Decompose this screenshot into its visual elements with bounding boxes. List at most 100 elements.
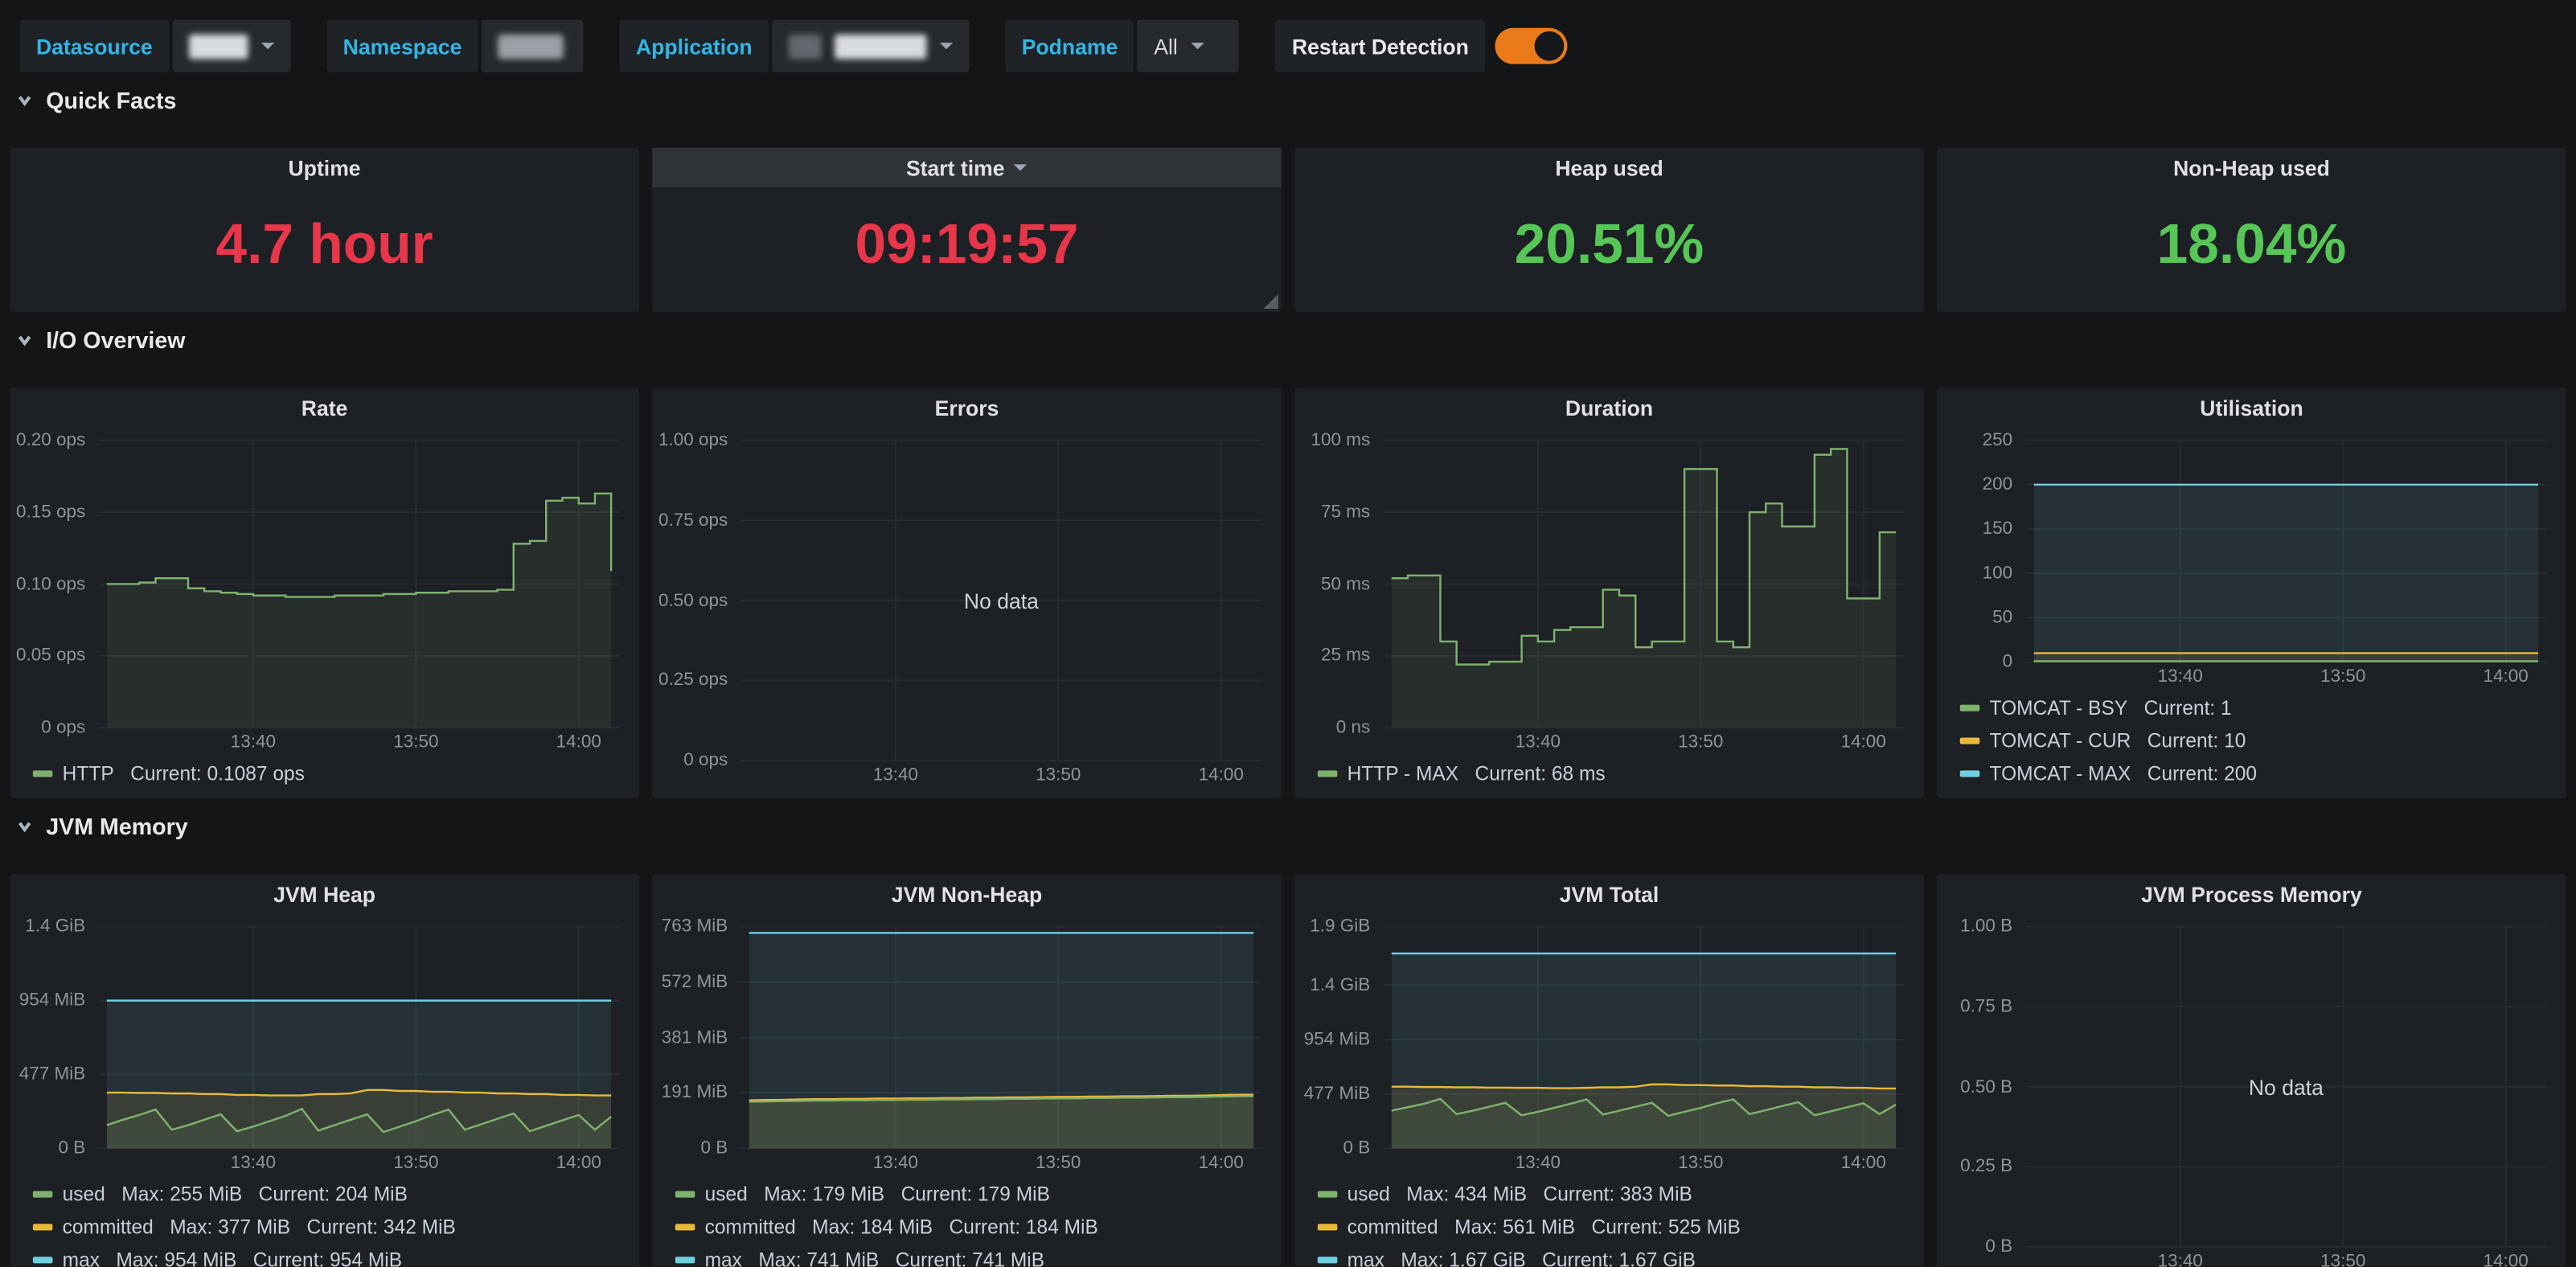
series-color-swatch <box>1959 704 1980 711</box>
chevron-down-icon <box>16 332 32 348</box>
legend-item[interactable]: TOMCAT - BSY Current: 1 <box>1959 691 2248 724</box>
section-title: Quick Facts <box>46 87 177 113</box>
x-axis-label: 13:50 <box>1036 1153 1081 1173</box>
panel-heap-used-header[interactable]: Heap used <box>1294 148 1924 187</box>
panel-jvm-total-header[interactable]: JVM Total <box>1294 874 1924 913</box>
panel-start-time-header[interactable]: Start time <box>652 147 1282 187</box>
jvm-total-chart[interactable]: 0 B 477 MiB 954 MiB 1.4 GiB 1.9 GiB 13:40 13:5… <box>1294 913 1924 1178</box>
filter-namespace-label: Namespace <box>326 19 478 72</box>
panel-body: 0 ops 0.25 ops 0.50 ops 0.75 ops 1.00 ops 13:… <box>652 427 1282 798</box>
restart-detection-toggle[interactable] <box>1495 27 1568 64</box>
series-color-swatch <box>1317 1191 1338 1198</box>
jvm-heap-legend: used Max: 255 MiB Current: 204 MiB committe… <box>10 1178 639 1266</box>
legend-item[interactable]: committed Max: 561 MiB Current: 525 MiB <box>1317 1211 1757 1244</box>
legend-item[interactable]: used Max: 434 MiB Current: 383 MiB <box>1317 1178 1709 1211</box>
panel-title-text: Duration <box>1565 395 1654 420</box>
panel-uptime: Uptime 4.7 hour <box>10 147 639 313</box>
jvm-process-memory-chart[interactable]: 0 B 0.25 B 0.50 B 0.75 B 1.00 B 13:40 13:50 14:… <box>1937 913 2566 1266</box>
panel-non-heap-used-header[interactable]: Non-Heap used <box>1937 148 2566 187</box>
panel-jvm-non-heap-header[interactable]: JVM Non-Heap <box>652 874 1282 913</box>
toggle-knob <box>1534 31 1565 61</box>
x-axis-label: 13:50 <box>1678 1153 1724 1173</box>
section-io-overview[interactable]: I/O Overview <box>0 312 2576 367</box>
y-axis-label: 100 ms <box>1311 430 1371 450</box>
legend-item[interactable]: TOMCAT - MAX Current: 200 <box>1959 757 2274 790</box>
series-color-swatch <box>32 1191 53 1198</box>
series-stat: Max: 561 MiB <box>1454 1216 1576 1239</box>
restart-detection-control: Restart Detection <box>1275 19 1573 72</box>
panel-uptime-header[interactable]: Uptime <box>10 148 639 187</box>
series-stat: Current: 10 <box>2147 729 2246 752</box>
errors-legend <box>652 790 1282 798</box>
filter-podname-dropdown[interactable]: All <box>1137 19 1240 72</box>
legend-item[interactable]: HTTP - MAX Current: 68 ms <box>1317 757 1622 790</box>
rate-chart[interactable]: 0 ops 0.05 ops 0.10 ops 0.15 ops 0.20 ops 13:… <box>10 427 639 757</box>
section-quick-facts[interactable]: Quick Facts <box>0 72 2576 128</box>
y-axis-label: 200 <box>1982 474 2013 495</box>
x-axis-label: 13:50 <box>2320 1252 2366 1267</box>
legend-item[interactable]: TOMCAT - CUR Current: 10 <box>1959 724 2262 757</box>
panel-errors-header[interactable]: Errors <box>652 387 1282 427</box>
series-stat: Current: 741 MiB <box>895 1248 1045 1267</box>
series-color-swatch <box>32 1257 53 1264</box>
filter-namespace-dropdown[interactable] <box>481 19 584 72</box>
panel-title-text: JVM Non-Heap <box>891 881 1043 906</box>
legend-item[interactable]: used Max: 255 MiB Current: 204 MiB <box>32 1178 425 1211</box>
y-axis-label: 763 MiB <box>661 916 728 937</box>
series-stat: Max: 255 MiB <box>121 1183 243 1206</box>
legend-item[interactable]: HTTP Current: 0.1087 ops <box>32 757 321 790</box>
series-color-swatch <box>1317 770 1338 777</box>
panel-utilisation-header[interactable]: Utilisation <box>1937 387 2566 427</box>
series-stat: Current: 525 MiB <box>1591 1216 1741 1239</box>
errors-chart[interactable]: 0 ops 0.25 ops 0.50 ops 0.75 ops 1.00 ops 13:… <box>652 427 1282 790</box>
y-axis-label: 0 B <box>58 1138 86 1158</box>
jvm-heap-chart[interactable]: 0 B 477 MiB 954 MiB 1.4 GiB 13:40 13:50 14:00 <box>10 913 639 1178</box>
duration-chart[interactable]: 0 ns 25 ms 50 ms 75 ms 100 ms 13:40 13:50 14:00 <box>1294 427 1924 757</box>
legend-item[interactable]: committed Max: 184 MiB Current: 184 MiB <box>675 1211 1114 1244</box>
y-axis-label: 0 ops <box>683 750 728 771</box>
chart-canvas <box>98 439 620 729</box>
chart-canvas <box>2025 925 2547 1248</box>
filter-application-dropdown[interactable] <box>772 19 970 72</box>
utilisation-chart[interactable]: 0 50 100 150 200 250 13:40 13:50 14:00 <box>1937 427 2566 691</box>
x-axis-label: 14:00 <box>1198 765 1244 785</box>
series-stat: Current: 383 MiB <box>1543 1183 1692 1206</box>
panel-jvm-heap-header[interactable]: JVM Heap <box>10 874 639 913</box>
y-axis-label: 1.00 ops <box>658 430 728 450</box>
start-time-value: 09:19:57 <box>855 212 1079 276</box>
panel-duration-header[interactable]: Duration <box>1294 387 1924 427</box>
jvm-memory-row: JVM Heap 0 B 477 MiB 954 MiB 1.4 GiB 13:40 13… <box>0 874 2576 1267</box>
panel-resize-handle[interactable] <box>1263 293 1278 310</box>
x-axis-label: 13:50 <box>393 732 439 752</box>
chart-canvas <box>1383 925 1905 1150</box>
series-color-swatch <box>32 770 53 777</box>
filter-selected-value: All <box>1154 33 1178 59</box>
panel-jvm-process-memory-header[interactable]: JVM Process Memory <box>1937 874 2566 913</box>
series-name: committed <box>704 1216 796 1239</box>
series-color-swatch <box>1317 1257 1338 1264</box>
panel-body: 0 B 477 MiB 954 MiB 1.4 GiB 1.9 GiB 13:40 13:5… <box>1294 913 1924 1266</box>
y-axis-label: 0 B <box>1343 1138 1371 1158</box>
series-stat: Max: 1.67 GiB <box>1401 1248 1526 1267</box>
legend-item[interactable]: used Max: 179 MiB Current: 179 MiB <box>675 1178 1067 1211</box>
jvm-non-heap-chart[interactable]: 0 B 191 MiB 381 MiB 572 MiB 763 MiB 13:40 13:5… <box>652 913 1282 1178</box>
filter-datasource-dropdown[interactable] <box>172 19 291 72</box>
legend-item[interactable]: max Max: 954 MiB Current: 954 MiB <box>32 1244 419 1266</box>
series-name: max <box>704 1248 742 1267</box>
rate-legend: HTTP Current: 0.1087 ops <box>10 757 639 798</box>
y-axis-label: 50 ms <box>1320 574 1371 594</box>
panel-rate-header[interactable]: Rate <box>10 387 639 427</box>
series-stat: Max: 741 MiB <box>758 1248 880 1267</box>
duration-legend: HTTP - MAX Current: 68 ms <box>1294 757 1924 798</box>
series-stat: Current: 342 MiB <box>306 1216 456 1239</box>
series-stat: Current: 184 MiB <box>949 1216 1098 1239</box>
legend-item[interactable]: max Max: 1.67 GiB Current: 1.67 GiB <box>1317 1244 1713 1267</box>
legend-item[interactable]: max Max: 741 MiB Current: 741 MiB <box>675 1244 1061 1267</box>
panel-rate: Rate 0 ops 0.05 ops 0.10 ops 0.15 ops 0.20 o… <box>10 387 639 799</box>
series-name: used <box>1347 1183 1390 1206</box>
y-axis-label: 250 <box>1982 430 2013 450</box>
filter-namespace: Namespace <box>326 19 584 72</box>
legend-item[interactable]: committed Max: 377 MiB Current: 342 MiB <box>32 1211 472 1244</box>
y-axis-label: 0.10 ops <box>16 574 86 594</box>
section-jvm-memory[interactable]: JVM Memory <box>0 798 2576 854</box>
